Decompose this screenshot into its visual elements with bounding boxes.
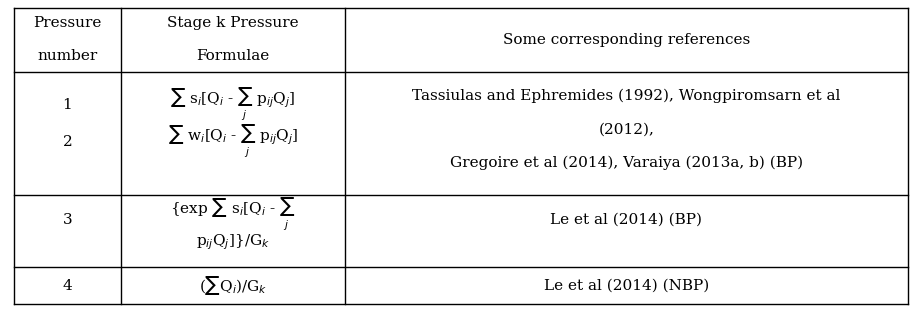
Text: (2012),: (2012), [598, 122, 654, 136]
Text: Le et al (2014) (NBP): Le et al (2014) (NBP) [544, 279, 709, 293]
Text: Tassiulas and Ephremides (1992), Wongpiromsarn et al: Tassiulas and Ephremides (1992), Wongpir… [412, 89, 841, 103]
Text: $\sum$ w$_i$[Q$_i$ - $\sum_j$ p$_{ij}$Q$_j$]: $\sum$ w$_i$[Q$_i$ - $\sum_j$ p$_{ij}$Q$… [167, 124, 298, 160]
Text: ($\sum$Q$_i$)/G$_k$: ($\sum$Q$_i$)/G$_k$ [199, 274, 267, 297]
Text: Gregoire et al (2014), Varaiya (2013a, b) (BP): Gregoire et al (2014), Varaiya (2013a, b… [449, 155, 803, 170]
Text: 1: 1 [62, 98, 73, 112]
Text: {exp $\sum$ s$_i$[Q$_i$ - $\sum_j$: {exp $\sum$ s$_i$[Q$_i$ - $\sum_j$ [170, 197, 296, 233]
Text: Some corresponding references: Some corresponding references [503, 33, 750, 47]
Text: 3: 3 [62, 213, 73, 227]
Text: Le et al (2014) (BP): Le et al (2014) (BP) [550, 213, 702, 227]
Text: Pressure

number: Pressure number [33, 17, 102, 63]
Text: p$_{ij}$Q$_j$]}/G$_k$: p$_{ij}$Q$_j$]}/G$_k$ [196, 232, 270, 251]
Text: 2: 2 [62, 135, 73, 149]
Text: $\sum$ s$_i$[Q$_i$ - $\sum_j$ p$_{ij}$Q$_j$]: $\sum$ s$_i$[Q$_i$ - $\sum_j$ p$_{ij}$Q$… [170, 87, 296, 123]
Text: 4: 4 [62, 279, 73, 293]
Text: Stage k Pressure

Formulae: Stage k Pressure Formulae [167, 17, 299, 63]
